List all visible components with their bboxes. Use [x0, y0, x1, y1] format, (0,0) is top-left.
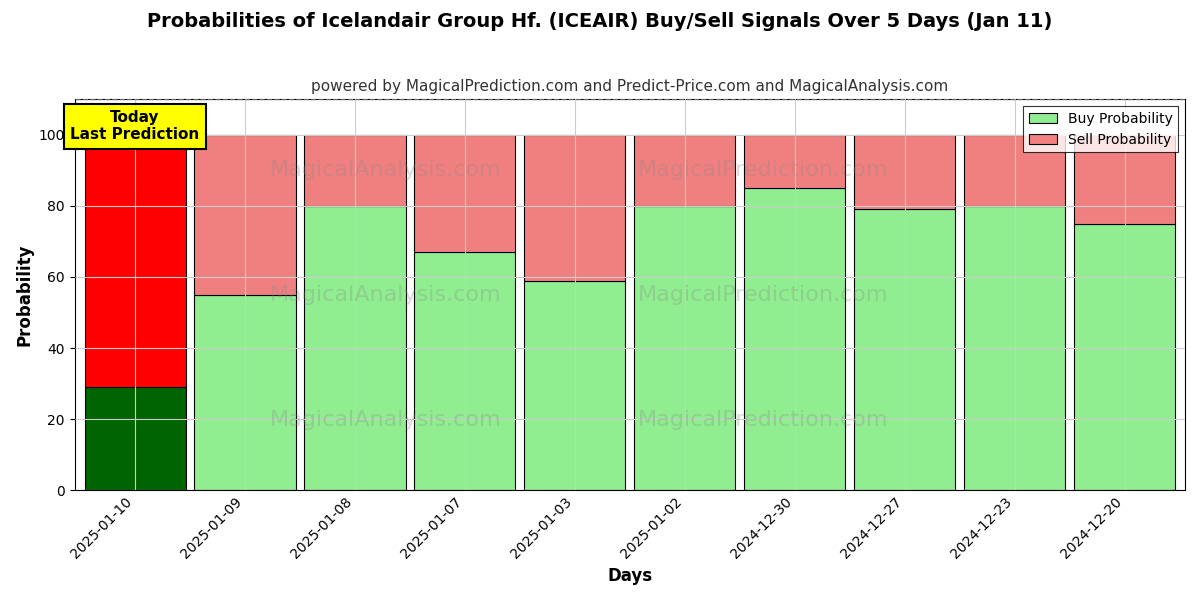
Bar: [1074, 135, 1175, 224]
Bar: [305, 206, 406, 490]
Text: MagicalPrediction.com: MagicalPrediction.com: [638, 285, 888, 305]
Bar: [635, 206, 736, 490]
Title: powered by MagicalPrediction.com and Predict-Price.com and MagicalAnalysis.com: powered by MagicalPrediction.com and Pre…: [311, 79, 948, 94]
Bar: [1074, 224, 1175, 490]
Text: Today
Last Prediction: Today Last Prediction: [71, 110, 199, 142]
Text: MagicalAnalysis.com: MagicalAnalysis.com: [270, 410, 502, 430]
Y-axis label: Probability: Probability: [16, 244, 34, 346]
Text: MagicalPrediction.com: MagicalPrediction.com: [638, 410, 888, 430]
Bar: [414, 252, 516, 490]
Text: MagicalAnalysis.com: MagicalAnalysis.com: [270, 160, 502, 179]
Bar: [414, 135, 516, 252]
Bar: [305, 135, 406, 206]
Bar: [964, 135, 1066, 206]
Bar: [84, 387, 186, 490]
Bar: [524, 135, 625, 281]
Bar: [194, 135, 295, 295]
Bar: [854, 209, 955, 490]
Text: MagicalPrediction.com: MagicalPrediction.com: [638, 160, 888, 179]
Bar: [635, 135, 736, 206]
Bar: [964, 206, 1066, 490]
Bar: [744, 135, 845, 188]
Text: MagicalAnalysis.com: MagicalAnalysis.com: [270, 285, 502, 305]
Bar: [744, 188, 845, 490]
Legend: Buy Probability, Sell Probability: Buy Probability, Sell Probability: [1024, 106, 1178, 152]
Bar: [854, 135, 955, 209]
Text: Probabilities of Icelandair Group Hf. (ICEAIR) Buy/Sell Signals Over 5 Days (Jan: Probabilities of Icelandair Group Hf. (I…: [148, 12, 1052, 31]
X-axis label: Days: Days: [607, 567, 653, 585]
Bar: [524, 281, 625, 490]
Bar: [194, 295, 295, 490]
Bar: [84, 135, 186, 387]
